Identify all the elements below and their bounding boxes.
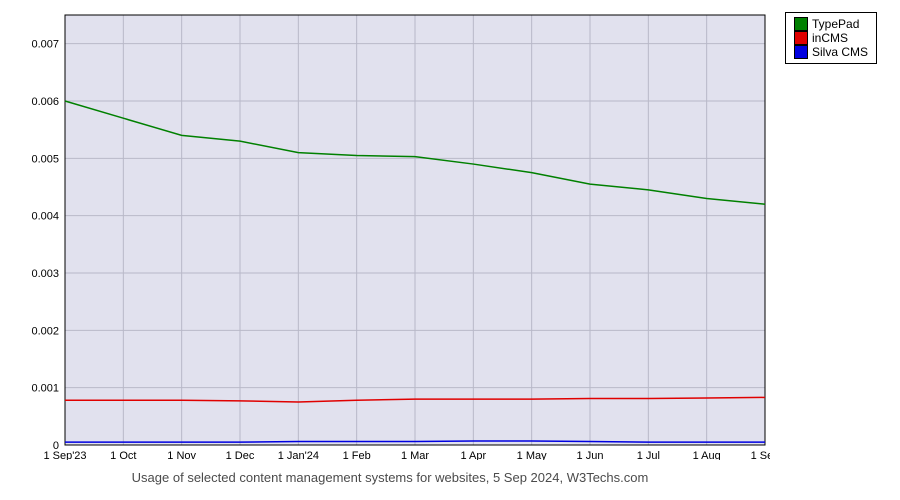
legend-swatch (794, 45, 808, 59)
svg-text:1 Jul: 1 Jul (637, 450, 660, 460)
svg-text:1 Mar: 1 Mar (401, 450, 429, 460)
svg-text:1 Sep'23: 1 Sep'23 (43, 450, 86, 460)
svg-text:1 Nov: 1 Nov (167, 450, 196, 460)
svg-text:1 May: 1 May (517, 450, 547, 460)
chart-caption: Usage of selected content management sys… (0, 470, 780, 485)
svg-text:1 Dec: 1 Dec (226, 450, 255, 460)
svg-text:0.006: 0.006 (31, 96, 59, 108)
legend-swatch (794, 31, 808, 45)
legend-label: TypePad (812, 17, 859, 31)
svg-text:1 Oct: 1 Oct (110, 450, 136, 460)
svg-text:0.007: 0.007 (31, 39, 59, 51)
svg-text:1 Apr: 1 Apr (460, 450, 486, 460)
line-chart: 00.0010.0020.0030.0040.0050.0060.0071 Se… (10, 10, 770, 460)
svg-text:1 Aug: 1 Aug (693, 450, 721, 460)
svg-text:0.003: 0.003 (31, 268, 59, 280)
svg-text:0.005: 0.005 (31, 153, 59, 165)
legend-label: Silva CMS (812, 45, 868, 59)
legend-label: inCMS (812, 31, 848, 45)
svg-text:1 Jun: 1 Jun (577, 450, 604, 460)
legend: TypePadinCMSSilva CMS (785, 12, 877, 64)
svg-text:0.004: 0.004 (31, 211, 59, 223)
legend-item: TypePad (794, 17, 868, 31)
svg-text:1 Sep: 1 Sep (751, 450, 770, 460)
svg-text:1 Feb: 1 Feb (343, 450, 371, 460)
svg-text:1 Jan'24: 1 Jan'24 (278, 450, 319, 460)
svg-text:0.001: 0.001 (31, 383, 59, 395)
legend-item: Silva CMS (794, 45, 868, 59)
svg-text:0.002: 0.002 (31, 325, 59, 337)
legend-item: inCMS (794, 31, 868, 45)
chart-container: 00.0010.0020.0030.0040.0050.0060.0071 Se… (10, 10, 770, 460)
legend-swatch (794, 17, 808, 31)
